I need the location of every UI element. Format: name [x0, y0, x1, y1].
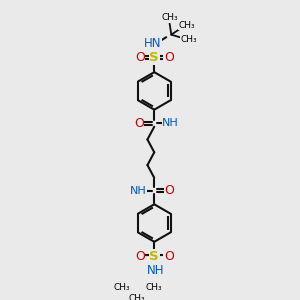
- Text: CH₃: CH₃: [161, 13, 178, 22]
- Text: CH₃: CH₃: [129, 294, 146, 300]
- Text: O: O: [164, 51, 174, 64]
- Text: O: O: [164, 250, 174, 263]
- Text: NH: NH: [130, 186, 146, 196]
- Text: O: O: [165, 184, 175, 197]
- Text: O: O: [135, 51, 145, 64]
- Text: O: O: [134, 117, 144, 130]
- Text: CH₃: CH₃: [180, 35, 197, 44]
- Text: CH₃: CH₃: [178, 21, 195, 30]
- Text: NH: NH: [147, 264, 165, 277]
- Text: O: O: [135, 250, 145, 263]
- Text: NH: NH: [162, 118, 179, 128]
- Text: HN: HN: [144, 37, 161, 50]
- Text: CH₃: CH₃: [145, 283, 162, 292]
- Text: S: S: [149, 51, 159, 64]
- Text: S: S: [149, 250, 159, 263]
- Text: CH₃: CH₃: [114, 283, 130, 292]
